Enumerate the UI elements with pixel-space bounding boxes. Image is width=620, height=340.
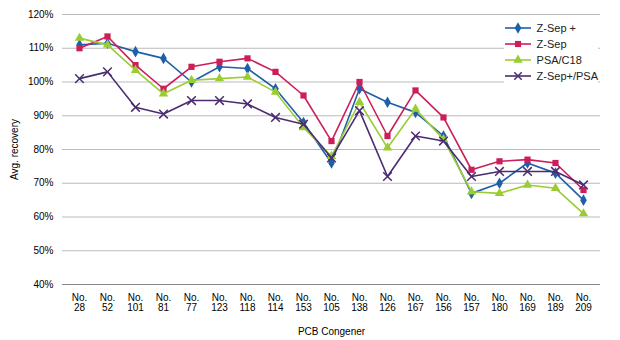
svg-text:No.118: No.118 [240,292,256,313]
svg-text:90%: 90% [33,110,53,121]
svg-text:No.105: No.105 [323,292,340,313]
svg-text:70%: 70% [33,177,53,188]
svg-text:110%: 110% [29,42,54,53]
svg-text:No.209: No.209 [575,292,592,313]
svg-text:80%: 80% [33,144,53,155]
html-text:Z-Sep: Z-Sep [536,38,567,50]
svg-text:No.153: No.153 [295,292,312,313]
svg-text:40%: 40% [33,279,53,290]
svg-text:No.157: No.157 [463,292,480,313]
svg-text:No.167: No.167 [407,292,424,313]
svg-text:No.189: No.189 [547,292,564,313]
svg-text:No.138: No.138 [351,292,368,313]
svg-text:No.77: No.77 [184,292,200,313]
svg-text:No.156: No.156 [435,292,452,313]
svg-text:No.169: No.169 [519,292,536,313]
svg-text:No.101: No.101 [127,292,144,313]
html-text:PSA/C18: PSA/C18 [536,54,582,66]
svg-text:No.123: No.123 [211,292,228,313]
svg-text:No.28: No.28 [72,292,88,313]
svg-text:50%: 50% [33,245,53,256]
svg-text:120%: 120% [28,9,54,20]
svg-text:PCB Congener: PCB Congener [298,326,366,337]
svg-text:60%: 60% [33,211,53,222]
html-text:Z-Sep +: Z-Sep + [536,22,576,34]
svg-text:100%: 100% [28,76,54,87]
svg-text:No.81: No.81 [156,292,172,313]
svg-text:No.126: No.126 [379,292,396,313]
svg-text:No.114: No.114 [268,292,284,313]
svg-text:Avg. recovery: Avg. recovery [9,119,20,180]
html-text:Z-Sep+/PSA: Z-Sep+/PSA [536,70,598,82]
svg-text:No.52: No.52 [100,292,116,313]
svg-text:No.180: No.180 [491,292,508,313]
